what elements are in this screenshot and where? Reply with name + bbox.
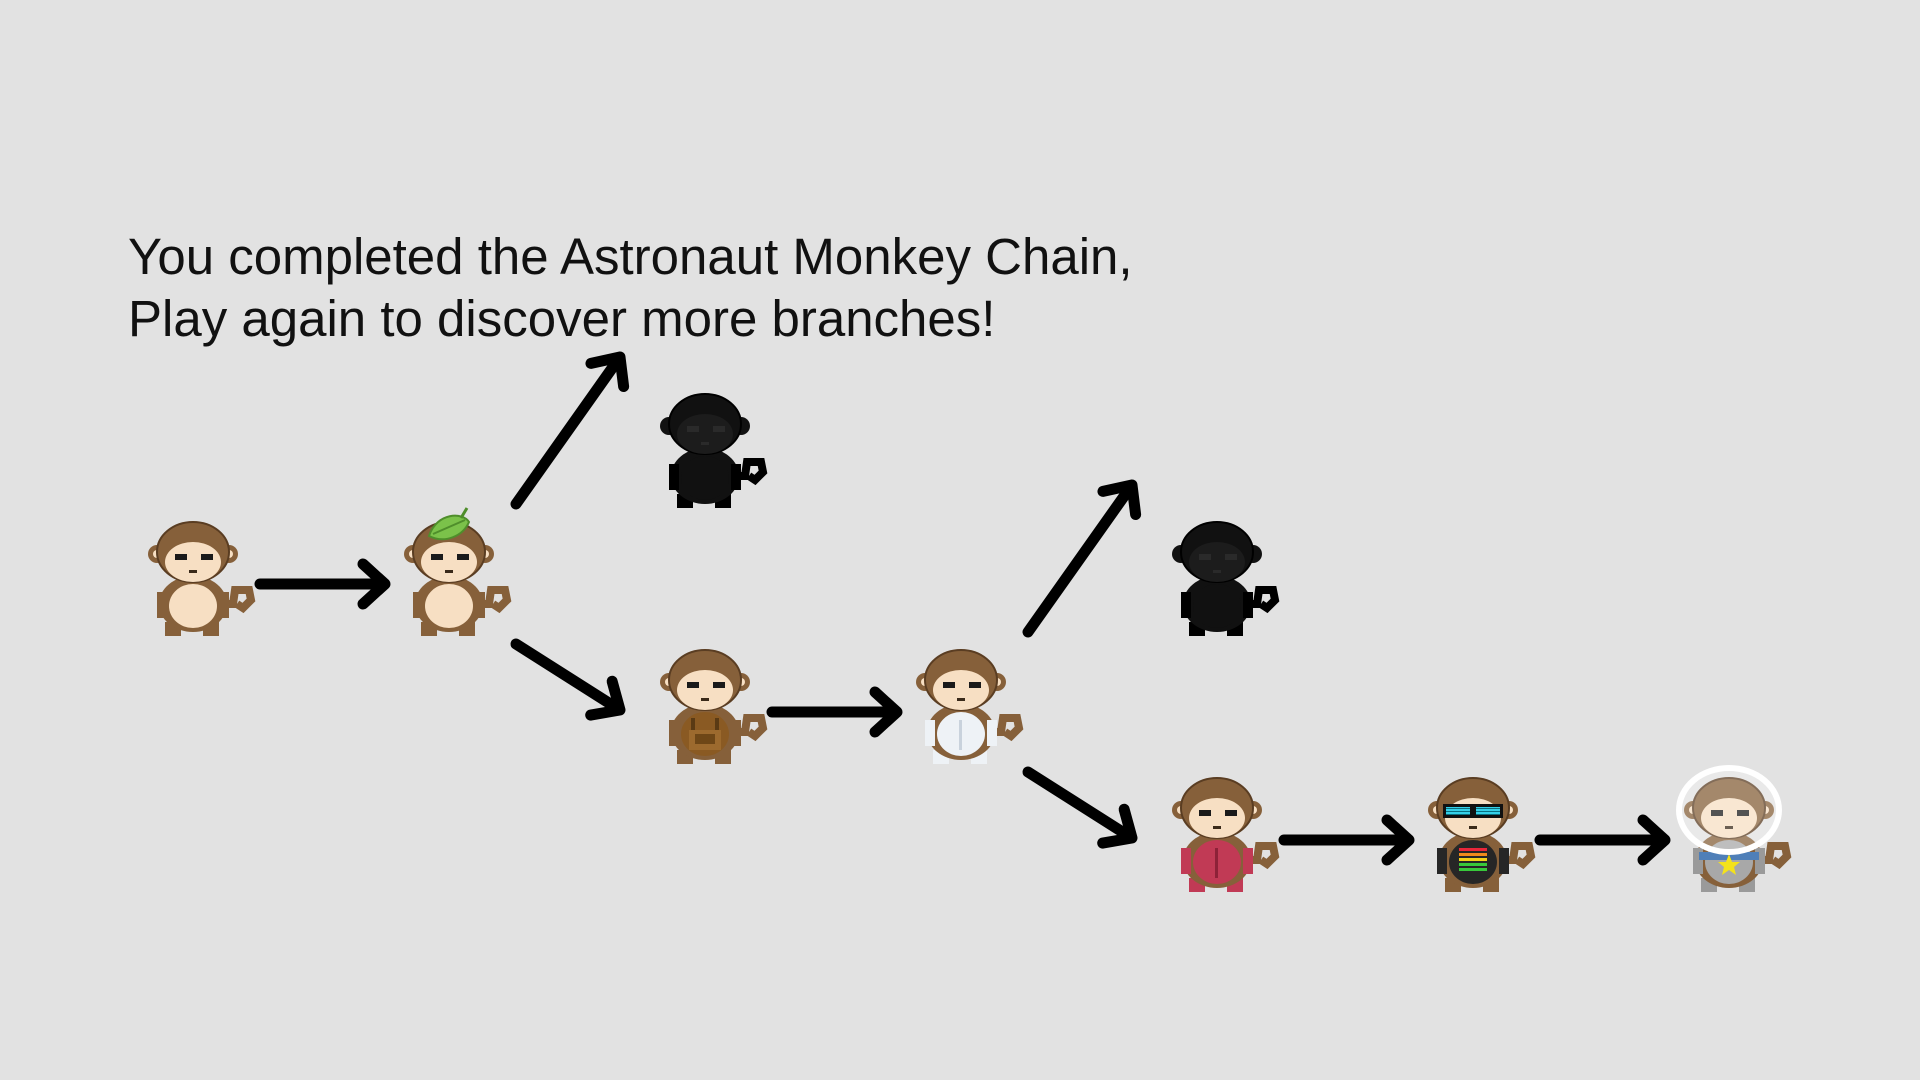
completion-message-line-2: Play again to discover more branches! [128,290,996,347]
completion-message: You completed the Astronaut Monkey Chain… [128,226,1133,350]
evolution-arrow [1022,766,1138,849]
evolution-arrow [1534,814,1671,866]
evolution-arrow [766,686,903,738]
monkey-shades-sprite [1428,777,1536,892]
monkey-locked-2-sprite [1172,521,1280,636]
monkey-red-suit-sprite [1172,777,1280,892]
evolution-arrow [510,638,626,721]
evolution-arrow [510,351,630,510]
monkey-locked-1-sprite [660,393,768,508]
monkey-white-suit-sprite [916,649,1024,764]
evolution-arrow [1022,479,1142,638]
evolution-arrow [1278,814,1415,866]
evolution-arrow [254,558,391,610]
completion-message-line-1: You completed the Astronaut Monkey Chain… [128,228,1133,285]
monkey-overalls-sprite [660,649,768,764]
monkey-basic-sprite [148,521,256,636]
monkey-leaf-sprite [404,507,512,636]
monkey-astronaut-sprite [1676,765,1792,892]
